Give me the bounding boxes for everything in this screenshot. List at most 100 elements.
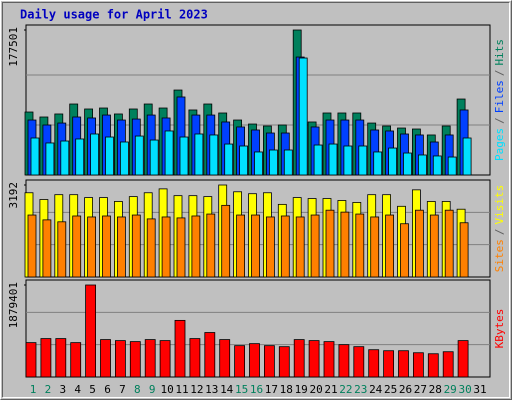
bar [131,214,141,278]
bar [55,338,67,378]
bar [100,339,111,378]
bar [75,138,85,176]
bar [206,213,216,278]
bar [370,216,380,278]
bar [388,147,398,176]
bar [383,350,395,378]
bar [283,149,293,176]
bar [280,215,290,278]
bar [400,223,409,278]
bar [57,221,67,278]
bar [398,350,409,378]
bar [457,340,469,378]
bar [385,214,395,278]
x-tick-label: 20 [309,383,322,396]
bar [174,319,186,378]
bar [161,216,171,278]
bar [209,134,219,176]
x-tick-label: 4 [74,383,81,396]
bar [159,340,171,378]
bar [45,142,55,176]
bar [293,339,305,378]
x-tick-label: 15 [235,383,248,396]
bar [146,218,156,278]
bar [462,137,472,176]
bar [115,340,126,378]
x-tick-label: 25 [384,383,397,396]
x-tick-label: 29 [444,383,457,396]
x-tick-label: 22 [339,383,352,396]
bar [25,342,37,378]
bar [343,145,353,176]
bar [40,338,52,378]
bar [249,343,260,378]
bar [60,140,70,176]
legend-separator: / [493,117,506,124]
bar [70,342,82,378]
bar [295,216,305,278]
x-tick-label: 31 [473,383,486,396]
bar [442,351,454,378]
x-tick-label: 6 [104,383,111,396]
x-tick-label: 13 [205,383,218,396]
chart-title: Daily usage for April 2023 [20,8,208,22]
x-tick-label: 28 [429,383,442,396]
bar [338,344,350,378]
x-tick-label: 19 [295,383,308,396]
legend-entry: Files [493,80,506,113]
bar [144,339,156,378]
y-tick-label: 177501 [7,27,20,67]
bar [447,156,457,176]
bar [117,216,126,278]
legend-entry: Hits [493,39,506,66]
bar [72,215,82,278]
bar [176,217,186,278]
legend-entry: Pages [493,128,506,161]
x-tick-label: 1 [30,383,37,396]
bar [429,214,439,278]
bar [134,135,144,176]
legend-separator: / [493,229,506,236]
bar [340,211,350,278]
x-tick-label: 26 [399,383,412,396]
legend: KBytes [493,309,506,349]
bar [328,143,338,176]
bar [298,57,308,176]
x-tick-label: 27 [414,383,427,396]
legend-entry: KBytes [493,309,506,349]
bar [179,136,189,176]
bar [149,139,159,176]
x-tick-label: 18 [280,383,293,396]
bar [224,143,234,176]
x-tick-label: 23 [354,383,367,396]
legend-separator: / [493,70,506,77]
legend-entry: Visits [493,185,506,225]
bar [355,213,365,278]
bar [310,214,320,278]
bar [323,341,335,378]
x-tick-label: 2 [45,383,52,396]
bar [308,340,320,378]
bar [268,149,278,176]
bar [459,222,469,278]
bar [129,341,141,378]
bar [368,349,380,378]
bar [219,339,231,378]
bar [30,137,40,176]
bar [325,209,335,278]
bar [432,155,442,176]
bar [42,219,52,278]
bar [90,133,99,176]
x-tick-label: 11 [175,383,188,396]
bar [105,136,114,176]
bar [236,214,246,278]
bar [85,284,96,378]
bar [417,154,427,176]
x-tick-label: 17 [265,383,278,396]
x-tick-label: 30 [458,383,471,396]
x-tick-label: 24 [369,383,383,396]
